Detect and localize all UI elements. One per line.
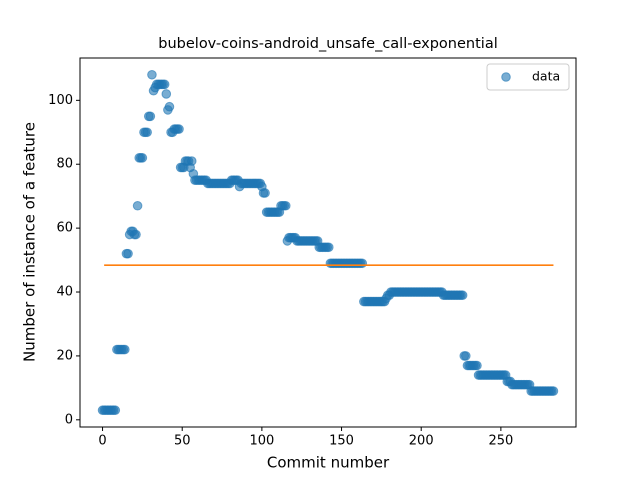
data-point — [123, 248, 133, 259]
data-point — [186, 156, 197, 166]
chart-title: bubelov-coins-android_unsafe_call-expone… — [158, 36, 497, 52]
y-axis-label: Number of instance of a feature — [21, 122, 39, 362]
y-tick-label: 60 — [56, 221, 73, 236]
data-point — [260, 188, 270, 198]
data-point — [280, 200, 291, 211]
legend-marker — [501, 72, 511, 82]
data-point — [548, 386, 559, 396]
x-tick-label: 150 — [329, 434, 354, 449]
data-point — [142, 127, 152, 138]
data-point — [137, 153, 148, 163]
x-tick-label: 50 — [174, 434, 191, 449]
data-point — [461, 351, 471, 361]
data-point — [161, 89, 172, 99]
x-tick-label: 0 — [98, 434, 106, 449]
data-point — [145, 111, 156, 122]
legend-label: data — [532, 69, 560, 84]
data-point — [357, 258, 368, 269]
data-point — [120, 344, 130, 355]
x-tick-label: 200 — [409, 434, 434, 449]
data-point — [131, 229, 141, 240]
y-tick-label: 20 — [56, 348, 73, 363]
x-tick-label: 100 — [249, 434, 274, 449]
data-point — [132, 200, 143, 211]
y-tick-label: 0 — [65, 412, 73, 427]
legend-box — [486, 63, 570, 91]
data-point — [174, 124, 184, 134]
data-point — [110, 405, 121, 416]
data-point — [159, 79, 170, 90]
plot-frame — [79, 57, 577, 428]
y-tick-label: 80 — [56, 157, 73, 172]
data-point — [457, 290, 468, 301]
data-point — [164, 101, 175, 112]
data-point — [323, 242, 334, 253]
x-axis-label: Commit number — [267, 454, 390, 472]
data-point — [472, 360, 482, 371]
y-tick-label: 100 — [48, 93, 73, 108]
data-point — [147, 69, 157, 80]
x-tick-label: 250 — [488, 434, 513, 449]
y-tick-label: 40 — [56, 285, 73, 300]
